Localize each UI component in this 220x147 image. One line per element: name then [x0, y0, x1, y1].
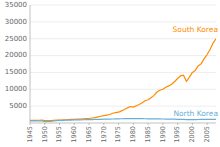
- x-tick: [148, 123, 149, 125]
- chart: 5000 10000 15000 20000 25000 30000 35000 1945 19…: [0, 0, 220, 147]
- x-tick: [207, 123, 208, 125]
- x-tick: [30, 123, 31, 125]
- x-tick-label: 1970: [100, 126, 108, 143]
- x-tick: [162, 123, 163, 125]
- x-tick: [192, 123, 193, 125]
- x-tick: [118, 123, 119, 125]
- grid: [30, 5, 216, 106]
- grid-line: [30, 38, 216, 39]
- x-tick: [59, 123, 60, 125]
- y-tick-label: 25000: [5, 35, 27, 43]
- x-tick: [44, 123, 45, 125]
- series-line: [30, 119, 216, 122]
- grid-line: [30, 21, 216, 22]
- y-tick-label: 35000: [5, 1, 27, 9]
- y-tick-label: 5000: [9, 102, 27, 110]
- y-axis-line: [30, 5, 31, 123]
- x-tick: [74, 123, 75, 125]
- x-tick-label: 2000: [188, 126, 196, 143]
- grid-line: [30, 72, 216, 73]
- x-tick-label: 1965: [85, 126, 93, 143]
- x-tick-label: 2005: [203, 126, 211, 143]
- x-tick: [133, 123, 134, 125]
- grid-line: [30, 5, 216, 6]
- x-tick-label: 1945: [26, 126, 34, 143]
- x-tick: [103, 123, 104, 125]
- grid-line: [30, 89, 216, 90]
- y-tick-label: 20000: [5, 51, 27, 59]
- x-tick-label: 1975: [114, 126, 122, 143]
- x-tick-label: 1950: [41, 126, 49, 143]
- x-tick: [89, 123, 90, 125]
- y-tick-label: 30000: [5, 18, 27, 26]
- grid-line: [30, 55, 216, 56]
- y-tick-label: 10000: [5, 85, 27, 93]
- x-tick-label: 1980: [129, 126, 137, 143]
- annotation: North Korea: [173, 109, 218, 118]
- x-tick-label: 1985: [144, 126, 152, 143]
- y-tick-label: 15000: [5, 68, 27, 76]
- x-tick-label: 1955: [55, 126, 63, 143]
- annotation: South Korea: [173, 25, 218, 34]
- x-tick-label: 1990: [159, 126, 167, 143]
- x-tick-label: 1960: [70, 126, 78, 143]
- x-tick-label: 1995: [173, 126, 181, 143]
- x-tick: [177, 123, 178, 125]
- grid-line: [30, 106, 216, 107]
- x-axis-line: [30, 123, 216, 124]
